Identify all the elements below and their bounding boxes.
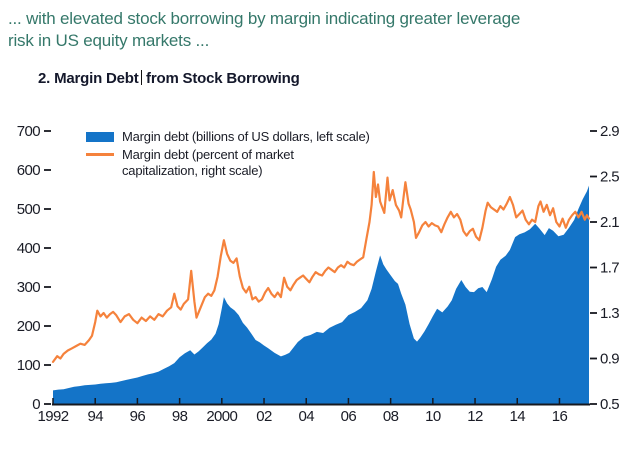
legend-line-swatch-icon [86,153,114,156]
legend-row-margin-debt-billions: Margin debt (billions of US dollars, lef… [86,129,370,145]
x-tick-label: 04 [298,408,314,425]
figure-title-suffix: from Stock Borrowing [146,70,300,87]
x-tick-label: 1992 [38,408,69,425]
legend-label-billions: Margin debt (billions of US dollars, lef… [122,129,370,144]
x-tick-label: 96 [130,408,146,425]
right-tick-label: 1.3 [600,305,619,322]
legend-row-margin-debt-percent: Margin debt (percent of market capitaliz… [86,147,370,179]
figure-title: 2. Margin Debt from Stock Borrowing [38,70,300,87]
left-tick-label: 400 [17,240,40,257]
legend: Margin debt (billions of US dollars, lef… [86,129,370,181]
x-tick-label: 2000 [206,408,237,425]
right-tick-label: 2.1 [600,214,619,231]
left-tick-label: 100 [17,357,40,374]
intro-line-2: risk in US equity markets ... [8,31,210,50]
left-axis-ticks: 700 600 500 400 300 200 100 0 [17,123,51,413]
margin-debt-percent-line [51,170,591,363]
left-tick-label: 600 [17,162,40,179]
x-tick-label: 06 [341,408,357,425]
left-tick-label: 500 [17,201,40,218]
x-tick-label: 12 [467,408,483,425]
section-intro-text: ... with elevated stock borrowing by mar… [8,8,632,52]
text-cursor-artifact [140,70,143,85]
x-tick-label: 08 [383,408,399,425]
right-tick-label: 2.5 [600,169,619,186]
right-tick-label: 0.9 [600,351,619,368]
x-tick-label: 16 [552,408,568,425]
right-tick-label: 1.7 [600,260,619,277]
right-tick-label: 2.9 [600,123,619,140]
x-tick-label: 14 [510,408,526,425]
intro-line-1: ... with elevated stock borrowing by mar… [8,9,521,28]
x-axis-ticks: 1992 94 96 98 2000 02 04 06 08 10 12 14 16 [38,398,568,425]
right-axis-ticks: 2.9 2.5 2.1 1.7 1.3 0.9 0.5 [590,123,620,413]
right-tick-label: 0.5 [600,396,619,413]
left-tick-label: 300 [17,279,40,296]
margin-debt-area [53,185,589,404]
left-tick-label: 700 [17,123,40,140]
left-tick-label: 200 [17,318,40,335]
legend-area-swatch-icon [86,132,114,142]
x-tick-label: 98 [172,408,188,425]
figure-title-prefix: 2. Margin Debt [38,70,139,87]
left-tick-label: 0 [32,396,40,413]
x-tick-label: 94 [87,408,103,425]
legend-label-percent: Margin debt (percent of market capitaliz… [122,147,294,178]
x-tick-label: 02 [256,408,272,425]
x-tick-label: 10 [425,408,441,425]
